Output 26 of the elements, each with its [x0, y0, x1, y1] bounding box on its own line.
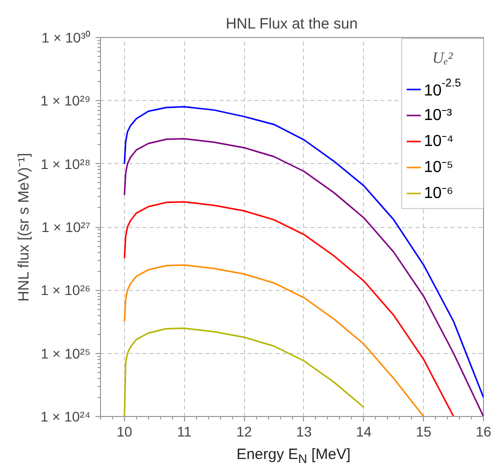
- y-axis-title: HNL flux [(sr s MeV)⁻¹]: [16, 152, 33, 302]
- x-axis-title: Energy E$_{N}$ [MeV]: [236, 445, 351, 467]
- y-tick-label: 1 × 10²⁷: [41, 219, 91, 235]
- line-series: [124, 264, 424, 416]
- legend-label: 10⁻⁶: [424, 185, 454, 202]
- x-tick-label: 10: [116, 424, 132, 440]
- line-series: [124, 327, 365, 416]
- line-series: [124, 201, 454, 416]
- legend-label: 10⁻⁵: [424, 159, 454, 176]
- y-tick-label: 1 × 10²⁵: [40, 345, 90, 362]
- x-tick-label: 16: [476, 424, 492, 440]
- y-tick-label: 1 × 10²⁶: [40, 282, 91, 298]
- y-tick-label: 1 × 10²⁴: [40, 408, 91, 424]
- legend-label: 10⁻⁴: [424, 133, 454, 150]
- chart-title: HNL Flux at the sun: [226, 16, 358, 32]
- legend-label: 10⁻³: [424, 107, 453, 124]
- x-tick-label: 11: [177, 424, 192, 440]
- y-tick-label: 1 × 10²⁹: [40, 92, 91, 109]
- legend-title: Uₑ²: [432, 50, 454, 67]
- x-tick-label: 14: [356, 424, 372, 440]
- x-tick-label: 15: [416, 424, 432, 440]
- line-series: [124, 106, 484, 398]
- y-tick-label: 1 × 10²⁸: [40, 156, 91, 172]
- y-tick-label: 1 × 10³⁰: [42, 30, 91, 46]
- x-tick-label: 13: [296, 424, 312, 440]
- x-tick-label: 12: [236, 424, 252, 440]
